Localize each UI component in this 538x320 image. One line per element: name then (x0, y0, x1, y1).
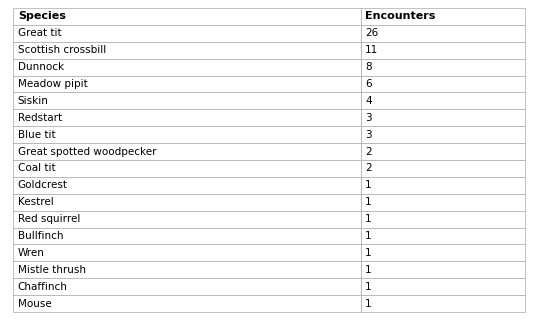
Text: 8: 8 (365, 62, 372, 72)
Bar (13, 92, 361, 109)
Bar (361, 92, 525, 109)
Text: Chaffinch: Chaffinch (18, 282, 68, 292)
Text: Redstart: Redstart (18, 113, 62, 123)
Text: 1: 1 (365, 180, 372, 190)
Text: Wren: Wren (18, 248, 45, 258)
Text: 6: 6 (365, 79, 372, 89)
Text: 11: 11 (365, 45, 379, 55)
Bar (13, 76, 361, 92)
Text: Coal tit: Coal tit (18, 164, 55, 173)
Bar (361, 211, 525, 228)
Text: Goldcrest: Goldcrest (18, 180, 68, 190)
Bar (13, 109, 361, 126)
Text: 1: 1 (365, 299, 372, 308)
Text: 1: 1 (365, 265, 372, 275)
Text: Blue tit: Blue tit (18, 130, 55, 140)
Text: Bullfinch: Bullfinch (18, 231, 63, 241)
Bar (13, 278, 361, 295)
Text: Mouse: Mouse (18, 299, 52, 308)
Text: 2: 2 (365, 164, 372, 173)
Text: Encounters: Encounters (365, 12, 436, 21)
Bar (361, 126, 525, 143)
Text: 1: 1 (365, 282, 372, 292)
Bar (361, 278, 525, 295)
Text: Kestrel: Kestrel (18, 197, 53, 207)
Text: Meadow pipit: Meadow pipit (18, 79, 88, 89)
Text: Mistle thrush: Mistle thrush (18, 265, 86, 275)
Bar (361, 76, 525, 92)
Bar (361, 8, 525, 25)
Text: Species: Species (18, 12, 66, 21)
Bar (361, 295, 525, 312)
Bar (361, 261, 525, 278)
Text: Dunnock: Dunnock (18, 62, 64, 72)
Text: 1: 1 (365, 214, 372, 224)
Text: Red squirrel: Red squirrel (18, 214, 80, 224)
Text: 3: 3 (365, 113, 372, 123)
Bar (361, 109, 525, 126)
Bar (13, 194, 361, 211)
Bar (13, 211, 361, 228)
Bar (361, 228, 525, 244)
Bar (13, 42, 361, 59)
Bar (361, 244, 525, 261)
Bar (13, 59, 361, 76)
Bar (361, 42, 525, 59)
Bar (361, 160, 525, 177)
Text: 1: 1 (365, 197, 372, 207)
Bar (13, 143, 361, 160)
Bar (361, 194, 525, 211)
Bar (13, 25, 361, 42)
Bar (13, 295, 361, 312)
Bar (361, 59, 525, 76)
Text: Siskin: Siskin (18, 96, 48, 106)
Bar (13, 244, 361, 261)
Bar (13, 8, 361, 25)
Text: Great tit: Great tit (18, 28, 61, 38)
Text: Scottish crossbill: Scottish crossbill (18, 45, 106, 55)
Text: Great spotted woodpecker: Great spotted woodpecker (18, 147, 156, 156)
Text: 4: 4 (365, 96, 372, 106)
Bar (13, 126, 361, 143)
Text: 26: 26 (365, 28, 379, 38)
Bar (13, 261, 361, 278)
Text: 2: 2 (365, 147, 372, 156)
Bar (13, 160, 361, 177)
Bar (361, 143, 525, 160)
Bar (13, 228, 361, 244)
Text: 1: 1 (365, 248, 372, 258)
Bar (13, 177, 361, 194)
Text: 3: 3 (365, 130, 372, 140)
Bar (361, 177, 525, 194)
Bar (361, 25, 525, 42)
Text: 1: 1 (365, 231, 372, 241)
